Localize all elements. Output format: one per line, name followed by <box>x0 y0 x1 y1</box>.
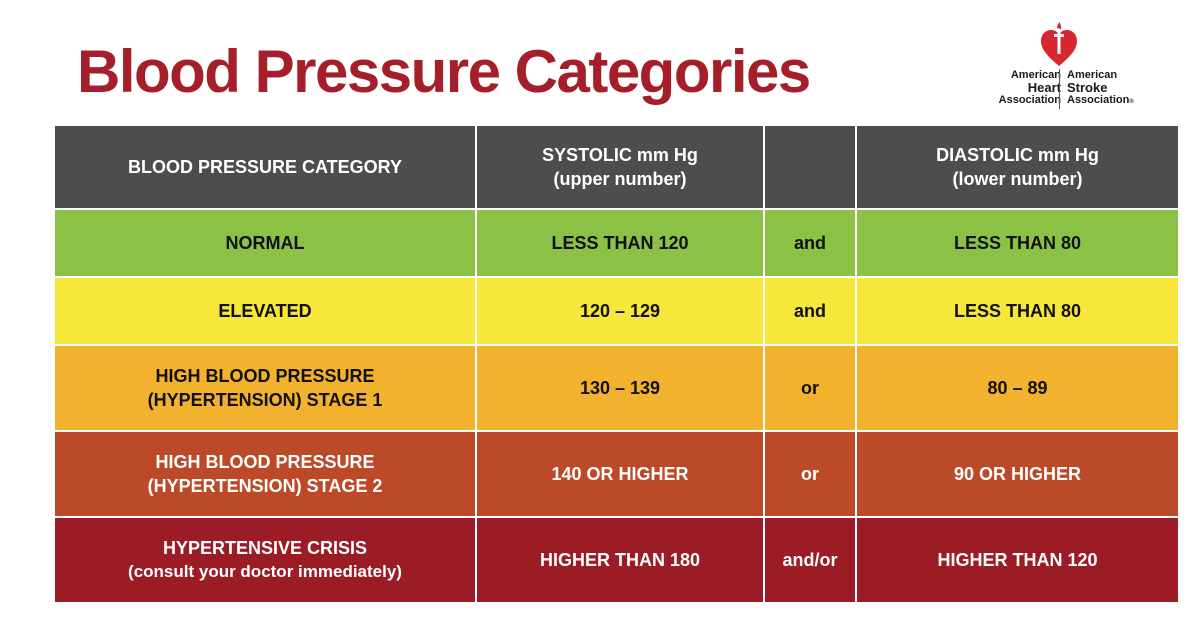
page-title: Blood Pressure Categories <box>77 38 811 105</box>
row-crisis-connector: and/or <box>765 518 855 602</box>
row-stage1-category: HIGH BLOOD PRESSURE (HYPERTENSION) STAGE… <box>55 346 475 430</box>
row-elevated-category: ELEVATED <box>55 278 475 344</box>
row-normal-diastolic: LESS THAN 80 <box>857 210 1178 276</box>
row-normal-connector: and <box>765 210 855 276</box>
bp-categories-table: BLOOD PRESSURE CATEGORY SYSTOLIC mm Hg (… <box>55 126 1178 602</box>
row-normal-systolic: LESS THAN 120 <box>477 210 763 276</box>
row-crisis-diastolic: HIGHER THAN 120 <box>857 518 1178 602</box>
logo-heart-association-text: American Heart Association <box>998 69 1061 106</box>
row-normal-category: NORMAL <box>55 210 475 276</box>
aha-asa-logo: American Heart Association American Stro… <box>968 22 1168 117</box>
row-crisis-category: HYPERTENSIVE CRISIS (consult your doctor… <box>55 518 475 602</box>
row-stage2-connector: or <box>765 432 855 516</box>
row-stage2-systolic: 140 OR HIGHER <box>477 432 763 516</box>
row-stage1-connector: or <box>765 346 855 430</box>
header-diastolic: DIASTOLIC mm Hg (lower number) <box>857 126 1178 208</box>
row-stage1-diastolic: 80 – 89 <box>857 346 1178 430</box>
heart-torch-icon <box>1041 22 1077 66</box>
row-stage1-systolic: 130 – 139 <box>477 346 763 430</box>
row-elevated-diastolic: LESS THAN 80 <box>857 278 1178 344</box>
header-connector <box>765 126 855 208</box>
row-elevated-systolic: 120 – 129 <box>477 278 763 344</box>
header-systolic: SYSTOLIC mm Hg (upper number) <box>477 126 763 208</box>
row-crisis-systolic: HIGHER THAN 180 <box>477 518 763 602</box>
row-stage2-category: HIGH BLOOD PRESSURE (HYPERTENSION) STAGE… <box>55 432 475 516</box>
logo-divider <box>1059 69 1060 109</box>
row-stage2-diastolic: 90 OR HIGHER <box>857 432 1178 516</box>
header-category: BLOOD PRESSURE CATEGORY <box>55 126 475 208</box>
logo-stroke-association-text: American Stroke Association® <box>1067 69 1134 106</box>
row-elevated-connector: and <box>765 278 855 344</box>
